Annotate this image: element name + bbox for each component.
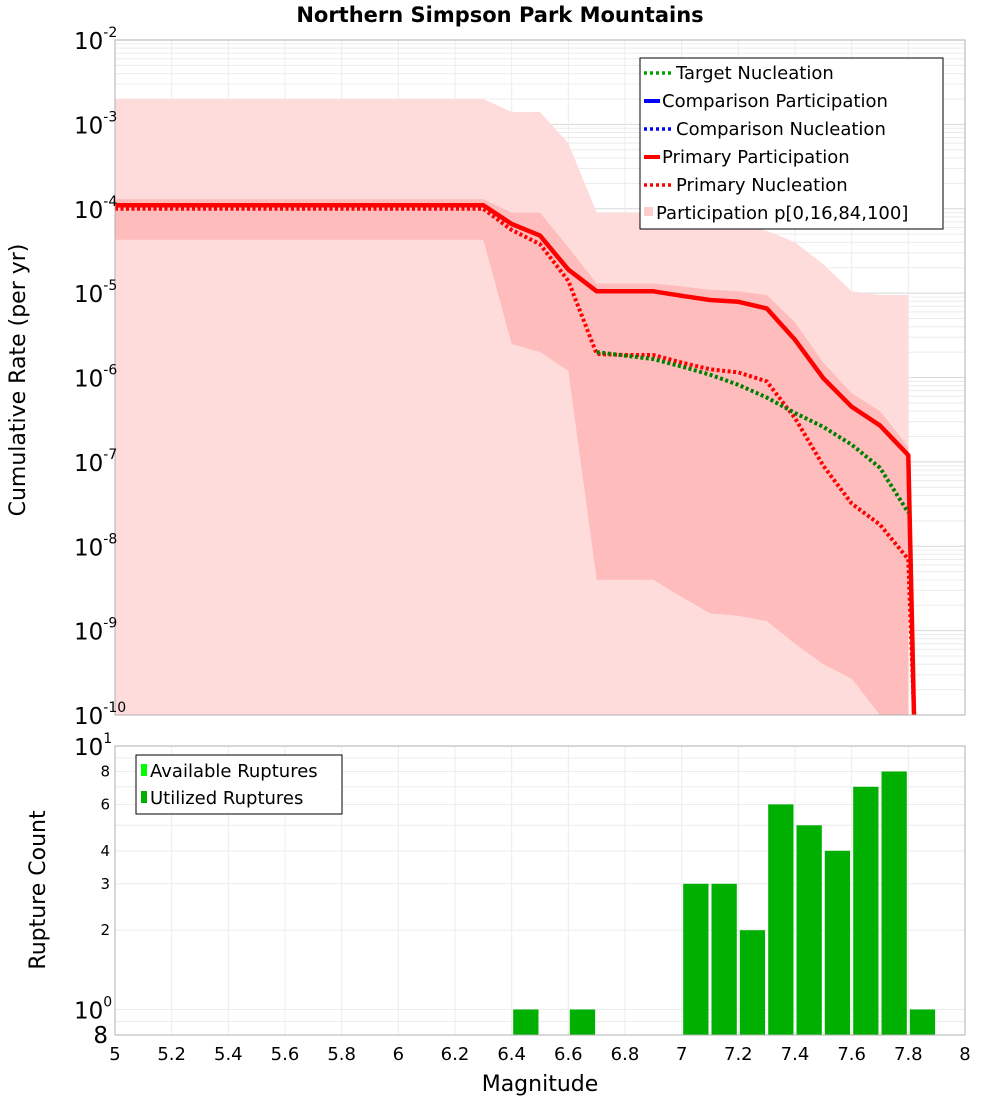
magnitude-tick-label: 5.6 <box>271 1044 300 1065</box>
legend-label-comparison-nucleation: Comparison Nucleation <box>676 119 886 140</box>
rupture-y-tick-label: 8 <box>93 1023 108 1049</box>
x-axis-label: Magnitude <box>482 1072 599 1097</box>
rate-plot-frame <box>114 39 966 716</box>
magnitude-tick-label: 7.4 <box>781 1044 810 1065</box>
rate-y-tick-label: 10-7 <box>74 447 117 477</box>
rupture-y-tick-label: 100 <box>74 994 112 1024</box>
rate-y-tick-label: 10-4 <box>74 194 117 224</box>
rupture-y-tick-label: 4 <box>100 842 110 860</box>
legend-label-utilized-ruptures: Utilized Ruptures <box>150 788 303 809</box>
magnitude-tick-label: 7.6 <box>837 1044 866 1065</box>
rupture-y-tick-label: 3 <box>100 875 110 893</box>
magnitude-tick-label: 8 <box>959 1044 970 1065</box>
rupture-y-tick-label: 8 <box>100 763 110 781</box>
rate-y-axis-label: Cumulative Rate (per yr) <box>6 244 31 517</box>
primary-participation-line <box>115 203 917 716</box>
rate-y-tick-label: 10-9 <box>74 616 117 646</box>
rate-y-tick-label: 10-2 <box>74 25 117 55</box>
rupture-bar <box>739 930 766 1035</box>
magnitude-tick-label: 6.4 <box>497 1044 526 1065</box>
rupture-legend: Available Ruptures Utilized Ruptures <box>135 754 343 815</box>
magnitude-tick-label: 7 <box>676 1044 687 1065</box>
magnitude-tick-label: 6.8 <box>611 1044 640 1065</box>
legend-label-primary-participation: Primary Participation <box>662 147 850 168</box>
magnitude-tick-labels: 5 5.2 5.4 5.6 5.8 6 6.2 6.4 6.6 6.8 7 7.2 7.4 7.6 7.8 8 <box>109 1044 970 1065</box>
magnitude-tick-label: 6.6 <box>554 1044 583 1065</box>
target-nucleation-line <box>596 350 910 514</box>
rupture-bar <box>796 825 822 1035</box>
rupture-y-axis-label: Rupture Count <box>26 810 51 970</box>
magnitude-tick-label: 7.8 <box>894 1044 923 1065</box>
rupture-y-tick-label: 2 <box>100 921 110 939</box>
legend-label-participation-band: Participation p[0,16,84,100] <box>656 203 908 224</box>
rate-y-tick-label: 10-8 <box>74 531 117 561</box>
magnitude-tick-label: 5.2 <box>157 1044 186 1065</box>
participation-bands <box>115 99 909 716</box>
rupture-y-tick-label: 6 <box>100 795 110 813</box>
magnitude-tick-label: 6 <box>393 1044 404 1065</box>
primary-nucleation-line <box>115 206 916 716</box>
rupture-bar <box>824 850 851 1035</box>
legend-label-primary-nucleation: Primary Nucleation <box>676 175 848 196</box>
rupture-bar <box>881 771 907 1035</box>
rate-y-tick-label: 10-6 <box>74 363 117 393</box>
rupture-bar <box>513 1009 539 1035</box>
magnitude-tick-label: 5.8 <box>327 1044 356 1065</box>
rupture-bar <box>768 804 794 1035</box>
legend-label-comparison-participation: Comparison Participation <box>662 91 888 112</box>
chart-title: Northern Simpson Park Mountains <box>296 3 703 27</box>
rate-y-tick-labels: 10-2 10-3 10-4 10-5 10-6 10-7 10-8 10-9 10-10 <box>74 25 126 730</box>
rate-lines <box>115 203 917 716</box>
rupture-legend-box <box>135 754 343 815</box>
rupture-plot-frame <box>114 745 966 1036</box>
rate-y-tick-label: 10-5 <box>74 278 117 308</box>
rate-y-tick-label: 10-3 <box>74 109 117 139</box>
rupture-bar <box>909 1009 936 1035</box>
rupture-bar <box>569 1009 596 1035</box>
rupture-bar <box>683 883 709 1035</box>
rate-y-tick-label: 10-10 <box>74 700 126 730</box>
rupture-bars <box>513 771 936 1035</box>
rupture-y-tick-label: 101 <box>74 731 112 761</box>
rate-legend: Target Nucleation Comparison Participati… <box>639 57 944 230</box>
rupture-bar <box>711 883 737 1035</box>
legend-label-available-ruptures: Available Ruptures <box>150 761 318 782</box>
magnitude-tick-label: 6.2 <box>441 1044 470 1065</box>
magnitude-tick-label: 5 <box>109 1044 120 1065</box>
participation-band <box>115 199 909 716</box>
magnitude-tick-label: 7.2 <box>724 1044 753 1065</box>
legend-swatch-utilized-ruptures <box>141 791 147 803</box>
legend-swatch-available-ruptures <box>141 764 147 776</box>
magnitude-tick-label: 5.4 <box>214 1044 243 1065</box>
rupture-bar <box>853 786 879 1035</box>
legend-swatch-participation-band <box>644 207 653 216</box>
legend-label-target-nucleation: Target Nucleation <box>675 63 834 84</box>
rate-legend-box <box>639 57 944 230</box>
